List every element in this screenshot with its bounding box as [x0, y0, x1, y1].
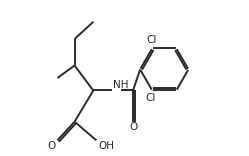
Text: Cl: Cl: [145, 93, 156, 103]
Text: O: O: [129, 122, 137, 132]
Text: O: O: [48, 141, 56, 151]
Text: Cl: Cl: [146, 35, 157, 45]
Text: OH: OH: [98, 141, 114, 151]
Text: NH: NH: [113, 80, 128, 90]
